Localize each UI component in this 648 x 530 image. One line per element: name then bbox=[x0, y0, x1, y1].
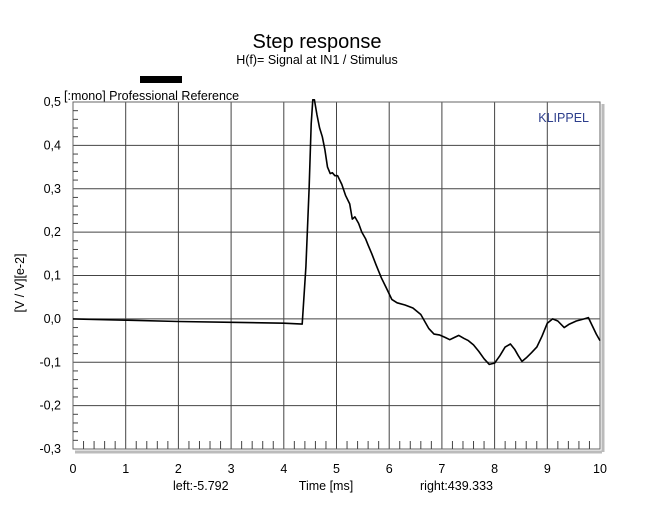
legend-swatch bbox=[140, 76, 182, 83]
x-tick-label: 8 bbox=[491, 462, 498, 476]
chart-title: Step response bbox=[253, 31, 382, 53]
x-tick-label: 2 bbox=[175, 462, 182, 476]
brand-label: KLIPPEL bbox=[538, 111, 589, 125]
y-tick-label: -0,2 bbox=[39, 399, 61, 413]
x-tick-label: 7 bbox=[438, 462, 445, 476]
left-readout: left:-5.792 bbox=[173, 479, 229, 493]
y-tick-label: 0,4 bbox=[44, 138, 61, 152]
x-tick-label: 5 bbox=[333, 462, 340, 476]
right-readout: right:439.333 bbox=[420, 479, 493, 493]
x-tick-label: 10 bbox=[593, 462, 607, 476]
y-tick-label: 0,0 bbox=[44, 312, 61, 326]
x-axis-ticks: 0 1 2 3 4 5 6 7 8 9 10 bbox=[70, 462, 607, 476]
x-tick-label: 0 bbox=[70, 462, 77, 476]
x-tick-label: 9 bbox=[544, 462, 551, 476]
y-tick-label: 0,1 bbox=[44, 269, 61, 283]
y-tick-label: 0,3 bbox=[44, 182, 61, 196]
y-axis-ticks: 0,5 0,4 0,3 0,2 0,1 0,0 -0,1 -0,2 -0,3 bbox=[39, 95, 61, 456]
series-line bbox=[72, 99, 601, 366]
x-tick-label: 4 bbox=[280, 462, 287, 476]
y-axis-label: [V / V][e-2] bbox=[13, 253, 27, 312]
x-tick-label: 1 bbox=[122, 462, 129, 476]
legend-label: [:mono] Professional Reference bbox=[64, 89, 239, 103]
grid bbox=[72, 101, 601, 450]
x-tick-label: 3 bbox=[228, 462, 235, 476]
y-tick-label: -0,1 bbox=[39, 355, 61, 369]
y-tick-label: -0,3 bbox=[39, 442, 61, 456]
y-tick-label: 0,2 bbox=[44, 225, 61, 239]
plot-frame bbox=[72, 101, 605, 454]
plot-border bbox=[72, 101, 601, 450]
y-tick-label: 0,5 bbox=[44, 95, 61, 109]
x-axis-label: Time [ms] bbox=[299, 479, 353, 493]
x-tick-label: 6 bbox=[386, 462, 393, 476]
series-group bbox=[72, 99, 601, 366]
chart-subtitle: H(f)= Signal at IN1 / Stimulus bbox=[236, 53, 398, 67]
